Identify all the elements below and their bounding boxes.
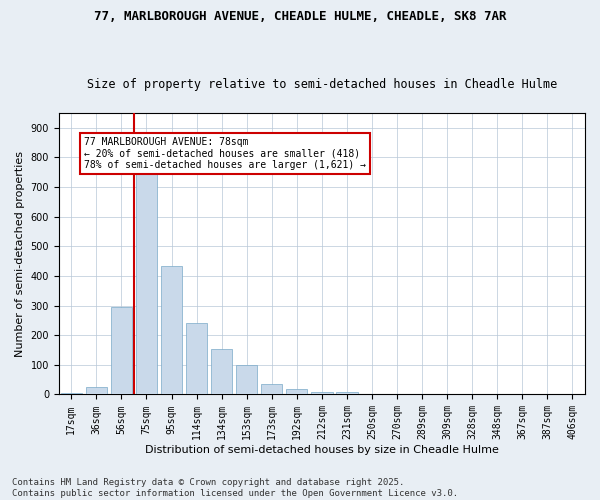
Text: 77 MARLBOROUGH AVENUE: 78sqm
← 20% of semi-detached houses are smaller (418)
78%: 77 MARLBOROUGH AVENUE: 78sqm ← 20% of se… <box>84 136 366 170</box>
Bar <box>86 387 107 394</box>
Bar <box>336 392 358 394</box>
Text: Contains HM Land Registry data © Crown copyright and database right 2025.
Contai: Contains HM Land Registry data © Crown c… <box>12 478 458 498</box>
Bar <box>161 266 182 394</box>
Title: Size of property relative to semi-detached houses in Cheadle Hulme: Size of property relative to semi-detach… <box>87 78 557 91</box>
Bar <box>261 384 283 394</box>
Bar <box>61 393 82 394</box>
Bar <box>111 307 132 394</box>
Bar <box>186 324 207 394</box>
X-axis label: Distribution of semi-detached houses by size in Cheadle Hulme: Distribution of semi-detached houses by … <box>145 445 499 455</box>
Bar <box>286 389 307 394</box>
Bar <box>236 365 257 394</box>
Text: 77, MARLBOROUGH AVENUE, CHEADLE HULME, CHEADLE, SK8 7AR: 77, MARLBOROUGH AVENUE, CHEADLE HULME, C… <box>94 10 506 23</box>
Bar <box>211 348 232 395</box>
Bar <box>136 172 157 394</box>
Bar <box>311 392 332 394</box>
Y-axis label: Number of semi-detached properties: Number of semi-detached properties <box>15 150 25 356</box>
